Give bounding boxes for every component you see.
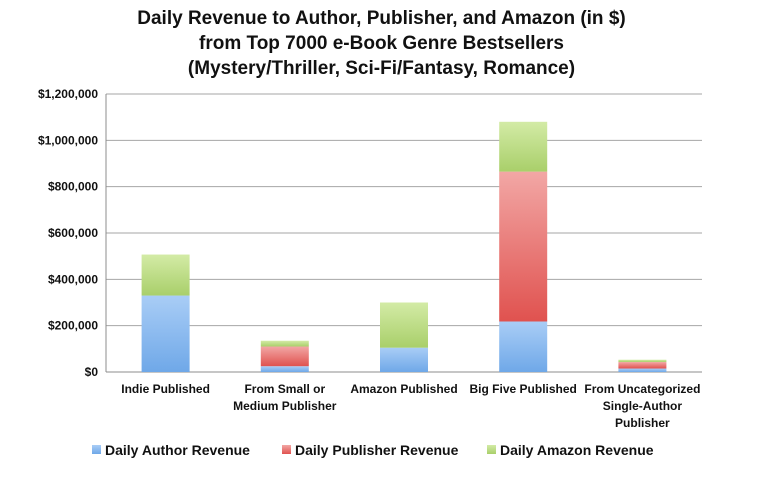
- y-tick-label: $800,000: [48, 180, 98, 194]
- chart-title-line: (Mystery/Thriller, Sci-Fi/Fantasy, Roman…: [187, 58, 576, 79]
- y-tick-label: $1,200,000: [38, 87, 98, 101]
- bar-segment: [380, 302, 428, 348]
- legend-swatch: [487, 445, 496, 454]
- legend-label: Daily Author Revenue: [105, 442, 250, 458]
- x-axis: Indie Published From Small or Medium Publi…: [121, 382, 700, 430]
- x-tick-label: Indie Published: [121, 382, 210, 396]
- grid: [105, 93, 702, 373]
- legend-item: Daily Publisher Revenue: [282, 442, 459, 458]
- y-tick-label: $0: [85, 365, 99, 379]
- y-axis: $0 $200,000 $400,000 $600,000 $800,000 $1,000…: [38, 87, 98, 379]
- bar-segment: [499, 321, 548, 372]
- x-tick-label: Big Five Published: [470, 382, 577, 396]
- bar-segment: [260, 366, 309, 372]
- x-tick-label: Amazon Published: [350, 382, 457, 396]
- bars: [141, 121, 667, 372]
- x-tick-label: From Uncategorized Single-Author Publisher: [584, 382, 700, 430]
- bar-segment: [141, 254, 190, 296]
- y-tick-label: $200,000: [48, 319, 98, 333]
- legend-label: Daily Amazon Revenue: [500, 442, 654, 458]
- bar-segment: [260, 340, 309, 347]
- bar-segment: [141, 295, 190, 372]
- bar-segment: [618, 362, 667, 369]
- bar-segment: [260, 346, 309, 367]
- bar-segment: [499, 171, 548, 322]
- y-tick-label: $600,000: [48, 226, 98, 240]
- legend: Daily Author Revenue Daily Publisher Reve…: [92, 442, 654, 458]
- bar-segment: [618, 368, 667, 372]
- legend-swatch: [282, 445, 291, 454]
- y-tick-label: $400,000: [48, 272, 98, 286]
- bar-segment: [499, 121, 548, 172]
- chart-title: Daily Revenue to Author, Publisher, and …: [0, 6, 763, 81]
- chart-title-line: Daily Revenue to Author, Publisher, and …: [137, 8, 626, 29]
- x-tick-label: From Small or Medium Publisher: [233, 382, 337, 413]
- legend-label: Daily Publisher Revenue: [295, 442, 459, 458]
- bar-segment: [618, 359, 667, 363]
- legend-item: Daily Amazon Revenue: [487, 442, 654, 458]
- bar-segment: [380, 347, 428, 372]
- legend-item: Daily Author Revenue: [92, 442, 250, 458]
- chart-title-line: from Top 7000 e-Book Genre Bestsellers: [199, 33, 564, 54]
- y-tick-label: $1,000,000: [38, 133, 98, 147]
- legend-swatch: [92, 445, 101, 454]
